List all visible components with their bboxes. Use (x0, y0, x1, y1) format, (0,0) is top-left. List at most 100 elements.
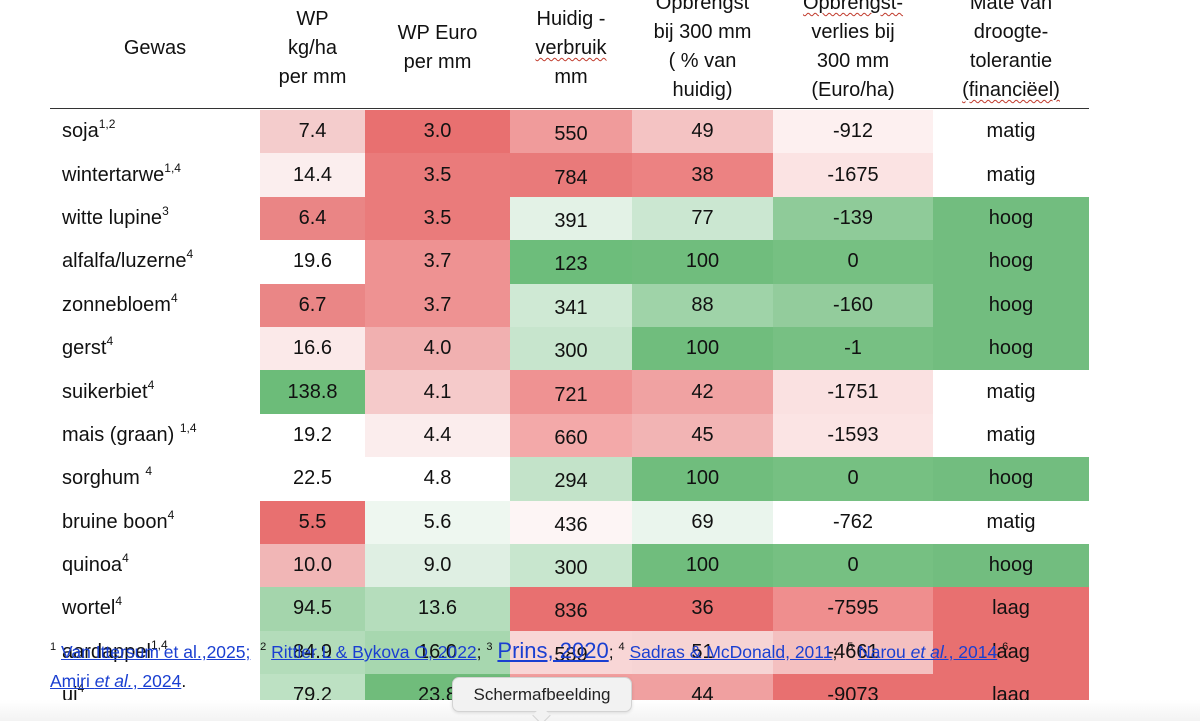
crop-name: mais (graan) (62, 423, 180, 446)
yield-cell: 88 (632, 283, 773, 327)
footnote-marker: 4 (147, 377, 155, 392)
reference-link[interactable]: Van Ittersum et al.,2025; (61, 642, 251, 662)
header-divider (50, 108, 1089, 109)
table-row: wintertarwe1,4 14.4 3.5 784 38 -1675 matig (50, 153, 1089, 197)
footnote-marker: 4 (122, 551, 129, 566)
loss-cell: -1593 (773, 413, 933, 458)
separator: ; (476, 642, 482, 662)
loss-cell: -1 (773, 326, 933, 371)
crop-name: zonnebloem (62, 293, 171, 316)
period: . (181, 671, 187, 691)
reference-link[interactable]: Amiri et al., 2024 (50, 671, 181, 691)
tolerance-cell: matig (933, 153, 1089, 197)
table-row: bruine boon4 5.5 5.6 436 69 -762 matig (50, 500, 1089, 544)
header-line: huidig) (672, 79, 733, 101)
yield-cell: 100 (632, 543, 773, 588)
usage-cell: 300 (510, 326, 632, 371)
header-tolerance: Mate van droogte- tolerantie (financiëel… (933, 0, 1089, 101)
wp-euro-cell: 13.6 (365, 587, 510, 631)
header-line: Opbrengst (655, 0, 750, 14)
footnote-marker: 4 (106, 334, 114, 349)
table-row: aardappel1,4 84.9 16.0 589 51 -4661 laag (50, 630, 1089, 675)
crop-name: sorghum (62, 467, 146, 490)
reference-link[interactable]: Narou et al., 2014 (858, 642, 997, 662)
reference-link[interactable]: Rittler L & Bykova O, 2022 (271, 642, 477, 662)
yield-cell: 45 (632, 413, 773, 458)
separator: ; (608, 642, 614, 662)
wp-cell: 7.4 (260, 110, 365, 154)
reference-link[interactable]: Prins, 2020 (497, 638, 609, 663)
footnote-marker: 1,4 (164, 160, 181, 175)
crop-name: wintertarwe (62, 163, 165, 186)
header-line: tolerantie (969, 50, 1053, 72)
crop-name: aardappel (62, 640, 151, 663)
tolerance-cell: matig (933, 110, 1089, 154)
header-line: mm (554, 66, 588, 88)
footnote-number: 5 (847, 641, 854, 653)
crop-name: bruine boon (62, 510, 168, 533)
header-line: (Euro/ha) (811, 79, 895, 101)
wp-cell: 16.6 (260, 326, 365, 371)
crop-cell: witte lupine3 (50, 197, 260, 240)
wp-cell: 5.5 (260, 500, 365, 544)
crop-name: gerst (62, 337, 107, 360)
loss-cell: 0 (773, 543, 933, 588)
footnote-marker: 4 (115, 594, 123, 609)
usage-cell: 784 (510, 153, 632, 197)
table-row: mais (graan) 1,4 19.2 4.4 660 45 -1593 matig (50, 413, 1089, 458)
tolerance-cell: hoog (933, 543, 1089, 588)
tolerance-cell: hoog (933, 283, 1089, 327)
wp-euro-cell: 3.7 (365, 240, 510, 284)
crop-cell: sorghum 4 (50, 457, 260, 500)
usage-cell: 436 (510, 500, 632, 544)
header-line: bij 300 mm (653, 21, 752, 43)
footnote-number: 2 (260, 641, 267, 653)
usage-cell: 589 (510, 630, 632, 675)
crop-cell: gerst4 (50, 327, 260, 370)
crop-cell: suikerbiet4 (50, 370, 260, 413)
loss-cell: -1751 (773, 370, 933, 414)
usage-cell: 721 (510, 370, 632, 414)
header-line: Huidig - (536, 8, 606, 30)
footnote-marker: 4 (170, 290, 178, 305)
crop-cell: wortel4 (50, 587, 260, 630)
yield-cell: 77 (632, 196, 773, 241)
table-row: zonnebloem4 6.7 3.7 341 88 -160 hoog (50, 283, 1089, 327)
yield-cell: 49 (632, 110, 773, 154)
loss-cell: -1675 (773, 153, 933, 197)
header-wp: WP kg/ha per mm (260, 5, 365, 115)
drought-tolerance-table: soja1,2 7.4 3.0 550 49 -912 matig wintertarwe1,… (50, 110, 1089, 718)
wp-euro-cell: 3.7 (365, 283, 510, 327)
table-row: witte lupine3 6.4 3.5 391 77 -139 hoog (50, 196, 1089, 241)
tolerance-cell: matig (933, 413, 1089, 458)
table-row: gerst4 16.6 4.0 300 100 -1 hoog (50, 326, 1089, 371)
usage-cell: 300 (510, 543, 632, 588)
header-loss: Opbrengst- verlies bij 300 mm (Euro/ha) (773, 0, 933, 101)
header-line: 300 mm (816, 50, 890, 72)
crop-cell: zonnebloem4 (50, 284, 260, 327)
wp-euro-cell: 5.6 (365, 500, 510, 544)
wp-euro-cell: 4.1 (365, 370, 510, 414)
loss-cell: -762 (773, 500, 933, 544)
reference-author: Amiri (50, 671, 90, 691)
header-line: WP Euro (397, 22, 478, 44)
footnote-marker: 4 (77, 681, 85, 696)
tolerance-cell: hoog (933, 457, 1089, 501)
usage-cell: 660 (510, 413, 632, 458)
yield-cell: 100 (632, 457, 773, 501)
usage-cell: 391 (510, 196, 632, 241)
usage-cell: 341 (510, 283, 632, 327)
reference-year: , 2014 (948, 642, 998, 662)
footnote-marker: 1,4 (179, 420, 197, 435)
reference-link[interactable]: Sadras & McDonald, 2011 (629, 642, 833, 662)
header-wp-euro: WP Euro per mm (365, 19, 510, 129)
wp-euro-cell: 3.5 (365, 196, 510, 241)
wp-cell: 94.5 (260, 587, 365, 631)
crop-cell: wintertarwe1,4 (50, 153, 260, 196)
wp-cell: 22.5 (260, 457, 365, 501)
tolerance-cell: hoog (933, 326, 1089, 371)
header-line: verbruik (535, 37, 607, 59)
header-line: Mate van (969, 0, 1053, 14)
crop-cell: aardappel1,4 (50, 631, 260, 674)
